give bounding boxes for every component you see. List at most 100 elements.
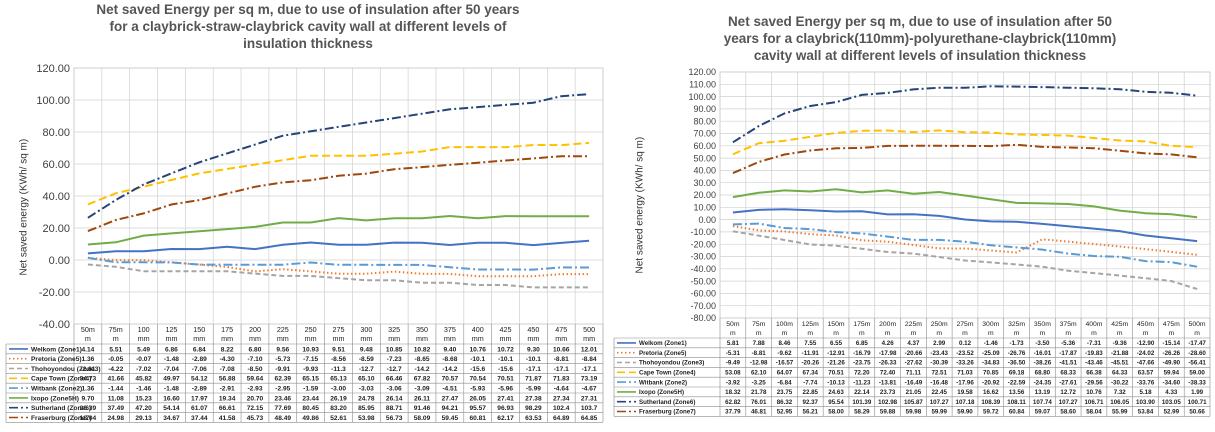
data-label: -8.65 <box>415 356 430 363</box>
x-tick-label: 50m <box>81 325 95 334</box>
data-label: 108.39 <box>981 399 1000 406</box>
series-line <box>87 256 590 271</box>
data-label: -1.73 <box>1010 340 1025 347</box>
data-label: 4.14 <box>81 346 94 353</box>
data-label: -4.51 <box>442 385 457 392</box>
data-label: 103.7 <box>581 405 598 412</box>
data-label: 45.82 <box>135 376 152 383</box>
x-tick-label: 325 <box>388 325 400 334</box>
data-label: 5.51 <box>109 346 122 353</box>
data-label: -9.49 <box>726 360 741 367</box>
data-label: 16.62 <box>983 389 999 396</box>
data-label: -14.2 <box>442 366 457 373</box>
x-tick-label: 300 <box>360 325 372 334</box>
data-label: -1.44 <box>108 385 123 392</box>
x-tick-label: mm <box>193 334 205 343</box>
x-tick-label: 225m <box>905 321 922 328</box>
x-tick-label: 275 <box>333 325 345 334</box>
data-label: 59.64 <box>247 376 264 383</box>
y-tick-label: -60.00 <box>690 289 716 299</box>
data-label: 26.14 <box>386 395 403 402</box>
data-label: 72.15 <box>247 405 264 412</box>
data-label: -1.59 <box>303 385 318 392</box>
data-label: -15.14 <box>1163 340 1181 347</box>
data-label: 22.85 <box>803 389 819 396</box>
data-label: 107.74 <box>1033 399 1052 406</box>
data-label: 95.54 <box>828 399 844 406</box>
data-label: 52.61 <box>330 415 347 422</box>
x-tick-label: 150m <box>828 321 845 328</box>
data-label: 54.14 <box>163 405 180 412</box>
y-tick-label: 110.00 <box>689 79 716 89</box>
data-label: -29.56 <box>1085 379 1103 386</box>
x-tick-label: 100m <box>776 321 793 328</box>
data-label: 4.26 <box>882 340 895 347</box>
data-label: 69.18 <box>1009 370 1025 377</box>
data-label: 9.56 <box>276 346 289 353</box>
x-tick-label: 150 <box>193 325 205 334</box>
x-tick-label: 200 <box>249 325 261 334</box>
x-tick-label: 325m <box>1008 321 1025 328</box>
data-label: -16.01 <box>1034 350 1052 357</box>
data-label: 67.34 <box>803 370 819 377</box>
x-tick-label: m <box>1091 330 1097 337</box>
data-label: -1.46 <box>984 340 999 347</box>
data-label: -5.73 <box>275 356 290 363</box>
x-tick-label: m <box>113 334 119 343</box>
data-label: 58.29 <box>854 409 870 416</box>
data-label: 53.84 <box>1138 409 1154 416</box>
data-label: 18.04 <box>80 415 97 422</box>
data-label: -16.57 <box>776 360 794 367</box>
data-label: 59.72 <box>983 409 999 416</box>
data-label: 103.90 <box>1136 399 1155 406</box>
data-label: 27.38 <box>525 395 542 402</box>
data-label: 49.86 <box>302 415 319 422</box>
data-label: 107.27 <box>1059 399 1078 406</box>
y-tick-label: 80.00 <box>693 116 716 126</box>
data-label: 85.95 <box>358 405 375 412</box>
data-label: 23.46 <box>275 395 292 402</box>
data-label: 73.19 <box>581 376 598 383</box>
data-label: 1.99 <box>1191 389 1204 396</box>
data-label: -4.30 <box>220 356 235 363</box>
data-label: -8.59 <box>359 356 374 363</box>
data-label: 58.09 <box>414 415 431 422</box>
data-label: 70.85 <box>983 370 999 377</box>
chart-right: Net saved Energy per sq m, due to use of… <box>608 0 1215 432</box>
data-label: 63.53 <box>525 415 542 422</box>
data-label: 24.78 <box>358 395 375 402</box>
data-label: 59.00 <box>1189 370 1205 377</box>
data-label: -38.33 <box>1188 379 1206 386</box>
data-label: 56.88 <box>219 376 236 383</box>
data-label: -1.48 <box>164 385 179 392</box>
x-tick-label: 400m <box>1085 321 1102 328</box>
data-label: 10.82 <box>414 346 431 353</box>
chart-title: Net saved Energy per sq m, due to use of… <box>96 2 520 51</box>
x-tick-label: 400 <box>472 325 484 334</box>
data-label: 95.57 <box>469 405 486 412</box>
data-label: 55.99 <box>1112 409 1128 416</box>
series-line <box>732 208 1198 243</box>
data-label: -8.56 <box>331 356 346 363</box>
data-label: -12.7 <box>387 366 402 373</box>
data-label: -7.04 <box>164 366 179 373</box>
legend-entry: Witbank (Zone2) <box>639 379 687 386</box>
data-label: -2.81 <box>80 366 95 373</box>
y-tick-label: -80.00 <box>690 313 716 323</box>
data-label: 1.36 <box>81 385 94 392</box>
data-label: 22.14 <box>854 389 870 396</box>
data-label: 72.40 <box>880 370 896 377</box>
data-label: 8.22 <box>221 346 234 353</box>
x-tick-label: 175m <box>853 321 870 328</box>
x-tick-label: m <box>1168 330 1174 337</box>
x-tick-label: mm <box>527 334 539 343</box>
data-label: 5.18 <box>1140 389 1153 396</box>
data-label: 18.32 <box>725 389 741 396</box>
data-label: 41.66 <box>108 376 125 383</box>
data-label: -8.81 <box>752 350 767 357</box>
data-label: 15.23 <box>135 395 152 402</box>
data-label: 27.34 <box>553 395 570 402</box>
data-label: -21.26 <box>827 360 845 367</box>
data-label: 22.45 <box>931 389 947 396</box>
x-tick-label: 475 <box>555 325 567 334</box>
